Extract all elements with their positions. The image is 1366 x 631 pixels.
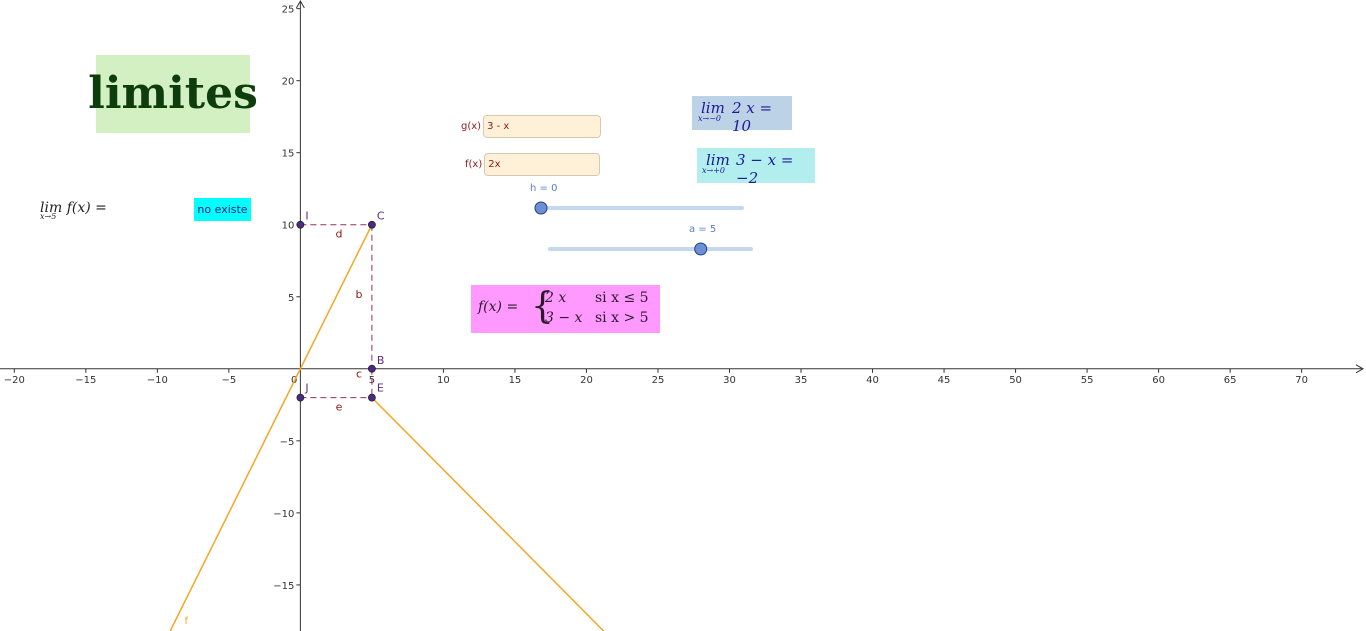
y-tick-label: 15 [282,149,295,160]
x-tick-label: 35 [795,375,808,386]
slider-a-label: a = 5 [689,224,717,235]
point-C [367,220,376,229]
x-tick-label: −15 [75,375,96,386]
points: I C J E B [296,210,385,402]
point-E [367,393,376,402]
x-tick-label: −10 [147,375,168,386]
piecewise-row1-expr: 2 x [545,290,567,306]
limit-result: no existe [197,203,248,216]
point-label-J: J [304,382,308,395]
piecewise-definition: f(x) = { 2 x si x ≤ 5 3 − x si x > 5 [471,285,660,333]
segment-label-c: c [356,367,362,380]
x-tick-label: 10 [437,375,450,386]
x-tick-label: 15 [509,375,522,386]
input-f-label: f(x) [465,159,483,170]
limit-subscript: x→5 [40,212,57,221]
curve-label: f [185,616,189,627]
segment-label-d: d [336,228,343,241]
slider-a-knob[interactable] [694,242,708,256]
y-tick-label: −10 [273,509,294,520]
y-tick-label: −5 [280,437,295,448]
y-tick-label: −15 [273,581,294,592]
limit-lim: lim [40,200,63,216]
sliders[interactable] [534,201,753,256]
right-limit-expr: 3 − x = −2 [736,151,794,187]
point-B [367,364,376,373]
limit-result-box: no existe [194,198,251,221]
x-tick-label: 60 [1152,375,1165,386]
input-f-row: f(x) 2x [465,153,601,176]
left-limit-box: lim 2 x = 10 x→−0 [692,96,792,135]
graph-branch-3-minus-x [371,397,605,631]
dashed-segments: d b c e [300,224,373,414]
point-label-B: B [377,354,385,367]
input-f-field[interactable]: 2x [484,153,601,176]
point-label-E: E [377,382,384,395]
piecewise-brace: { [531,286,554,327]
x-tick-label: 40 [866,375,879,386]
y-tick-label: 20 [282,77,295,88]
x-tick-label: 30 [723,375,736,386]
limit-expression: lim f(x) = x→5 [40,200,107,221]
point-J [296,393,305,402]
right-limit-box: lim 3 − x = −2 x→+0 [697,148,815,187]
x-tick-label: 20 [580,375,593,386]
y-tick-label: 10 [282,221,295,232]
piecewise-row2-expr: 3 − x [545,310,583,326]
x-tick-label: 25 [652,375,665,386]
graph-branch-2x [169,224,373,631]
x-tick-label: 45 [938,375,951,386]
x-tick-label: −5 [221,375,236,386]
y-axis-arrow [295,0,305,9]
input-g-field[interactable]: 3 - x [483,115,602,138]
x-tick-label: 55 [1081,375,1094,386]
piecewise-lhs: f(x) = [478,299,519,315]
x-axis-arrow [1355,364,1365,374]
input-g-label: g(x) [461,121,482,132]
input-g-row: g(x) 3 - x [461,115,602,138]
left-limit-expr: 2 x = 10 [732,99,773,135]
point-label-C: C [377,210,385,223]
left-limit-sub: x→−0 [698,114,722,123]
y-tick-label: 25 [282,5,295,16]
slider-h-knob[interactable] [534,201,548,215]
segment-label-b: b [356,288,363,301]
x-tick-label: 65 [1224,375,1237,386]
point-label-I: I [305,210,308,223]
slider-h[interactable] [534,201,744,215]
page-title: limites [88,68,258,119]
function-graph: f [169,224,605,631]
segment-label-e: e [336,401,343,414]
y-tick-label: 5 [288,293,294,304]
right-limit-lim: lim [706,151,730,169]
point-I [296,220,305,229]
piecewise-row2-cond: si x > 5 [595,310,649,326]
piecewise-row1-cond: si x ≤ 5 [595,290,649,306]
left-limit-lim: lim [701,99,725,117]
x-tick-label: 70 [1295,375,1308,386]
limit-func: f(x) = [66,200,107,216]
slider-h-label: h = 0 [530,183,558,194]
title-box: limites [88,55,258,133]
slider-a[interactable] [548,242,753,256]
right-limit-sub: x→+0 [702,166,726,175]
x-tick-label: −20 [4,375,25,386]
x-tick-label: 50 [1009,375,1022,386]
